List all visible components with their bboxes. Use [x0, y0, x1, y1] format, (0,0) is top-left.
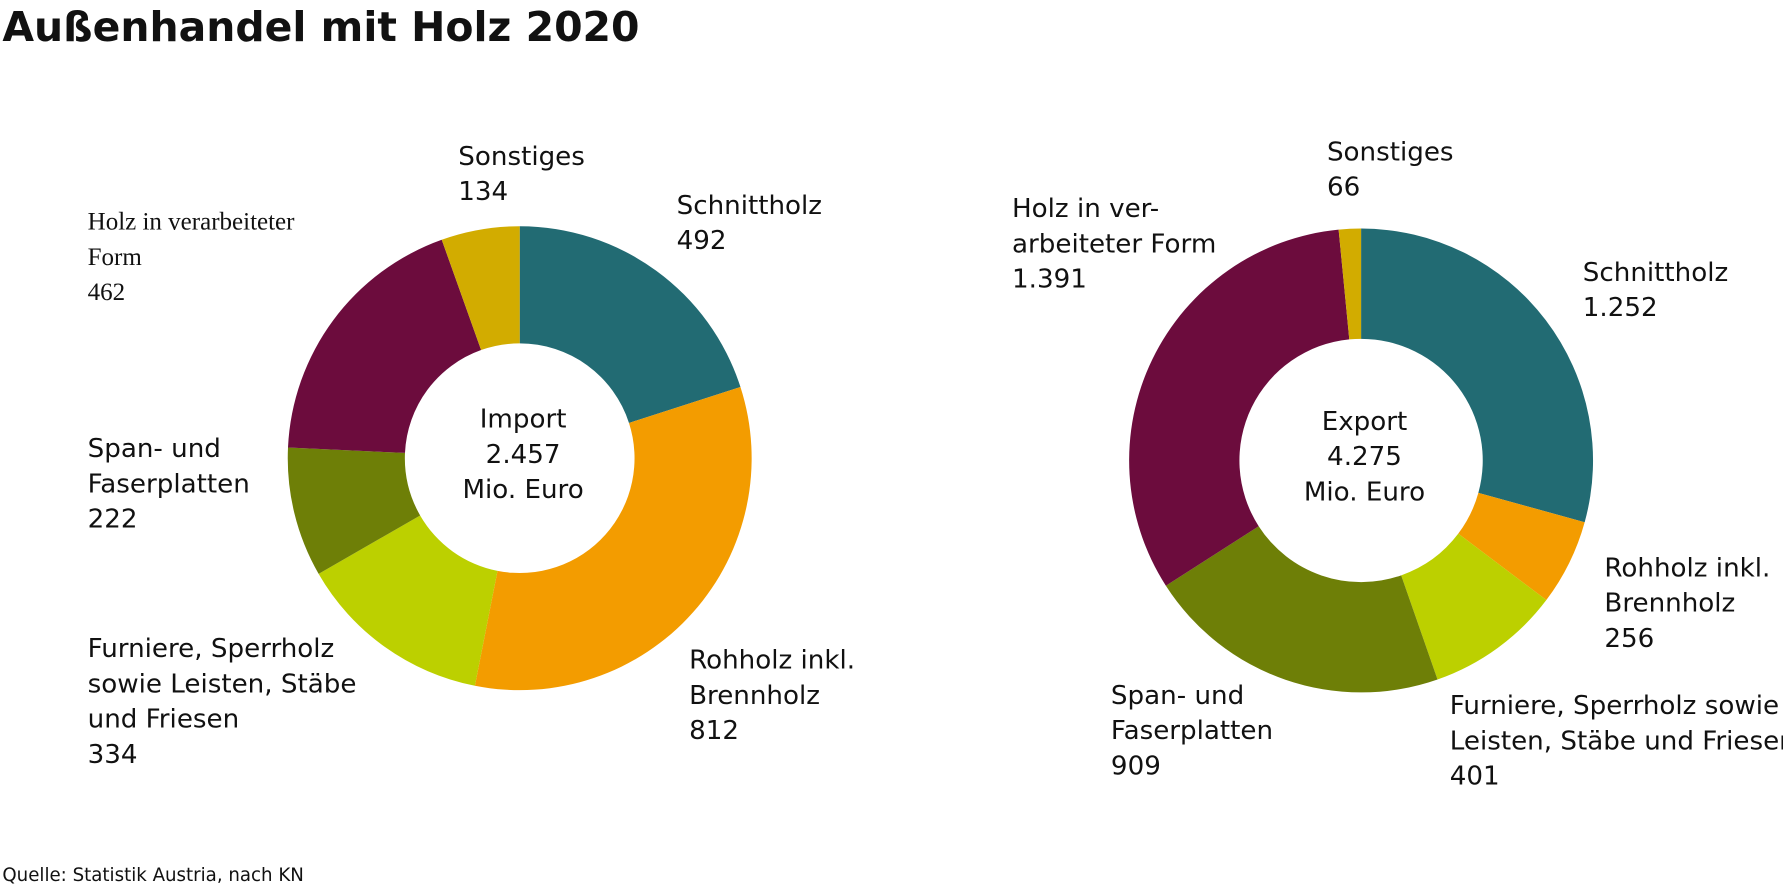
slice-label: Furniere, Sperrholz sowie Leisten, Stäbe … — [1450, 691, 1783, 756]
donut-slice — [1165, 526, 1438, 693]
slice-value: 401 — [1450, 762, 1500, 792]
center-label: Export — [1322, 407, 1408, 437]
donut-slice — [1361, 228, 1594, 523]
chart-title: Außenhandel mit Holz 2020 — [2, 3, 639, 51]
slice-value: 66 — [1327, 173, 1360, 203]
slice-label: Holz in verarbeiteter Form — [88, 209, 296, 271]
slice-value: 256 — [1604, 624, 1654, 654]
donut-slice — [474, 386, 752, 691]
slice-label: Sonstiges — [1327, 137, 1454, 167]
donut-slice — [1129, 229, 1350, 586]
slice-label: Rohholz inkl. Brennholz — [1604, 553, 1770, 618]
donut-slice — [287, 239, 482, 453]
slice-label: Span- und Faserplatten — [1111, 681, 1273, 746]
slice-value: 492 — [677, 226, 727, 256]
center-unit: Mio. Euro — [1304, 477, 1425, 507]
slice-value: 1.391 — [1012, 265, 1087, 295]
donut-slice — [1401, 533, 1547, 680]
center-label: Import — [480, 405, 567, 435]
donut-slice — [287, 447, 421, 574]
slice-label: Furniere, Sperrholz sowie Leisten, Stäbe u… — [88, 634, 357, 734]
slice-value: 334 — [88, 740, 138, 770]
slice-label: Schnittholz — [1583, 258, 1728, 288]
source: Quelle: Statistik Austria, nach KN — [2, 865, 304, 886]
slice-value: 462 — [88, 279, 126, 306]
center-unit: Mio. Euro — [462, 475, 583, 505]
slice-value: 134 — [458, 177, 508, 207]
donut-slice — [318, 515, 498, 686]
slice-value: 222 — [88, 505, 138, 535]
donut-slice — [1338, 228, 1362, 340]
center-total: 2.457 — [486, 440, 561, 470]
slice-label: Sonstiges — [458, 142, 585, 172]
donut-slice — [1458, 492, 1585, 601]
center-total: 4.275 — [1327, 442, 1402, 472]
slice-label: Holz in ver-arbeiteter Form — [1012, 194, 1216, 259]
slice-label: Rohholz inkl. Brennholz — [689, 646, 855, 711]
slice-value: 1.252 — [1583, 293, 1658, 323]
donut-slice — [441, 226, 520, 351]
donut-slice — [519, 226, 741, 423]
slice-label: Schnittholz — [677, 191, 822, 221]
slice-value: 812 — [689, 716, 739, 746]
slice-label: Span- und Faserplatten — [88, 434, 250, 499]
slice-value: 909 — [1111, 751, 1161, 781]
